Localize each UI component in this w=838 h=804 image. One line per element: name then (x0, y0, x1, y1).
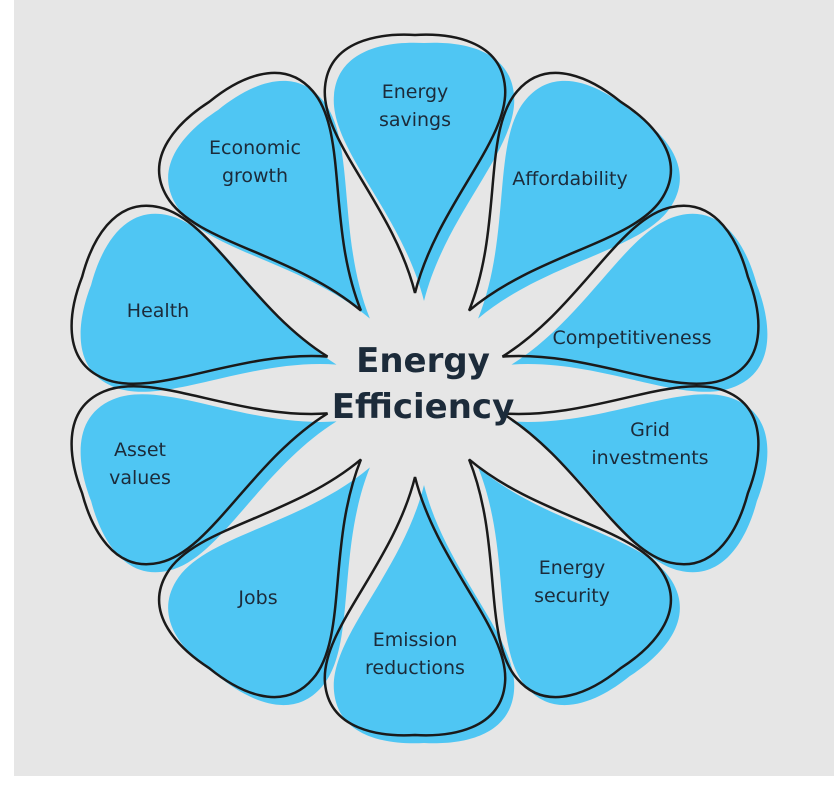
petal-fill (478, 467, 680, 705)
petal-label: Affordability (512, 168, 627, 190)
labels: Energy savings Affordability Competitivenes… (109, 81, 711, 679)
petal-label-line: investments (591, 447, 708, 469)
petal-label-line: Jobs (237, 587, 277, 609)
petal-fill (333, 485, 515, 744)
petal-label-line: growth (222, 165, 288, 187)
petal-label-line: Grid (630, 419, 670, 441)
petal-label-line: Economic (209, 137, 301, 159)
petal-fill (511, 213, 768, 392)
petal-label-line: Energy (539, 557, 606, 579)
petal-label: Energy savings (379, 81, 451, 131)
petal-label-line: Energy (382, 81, 449, 103)
center-label-line: Energy (356, 341, 490, 381)
petal-label: Energy security (534, 557, 610, 607)
petal-outline (323, 476, 507, 737)
petal-label-line: security (534, 585, 610, 607)
petal-label-line: reductions (365, 657, 465, 679)
petal-fill (168, 81, 370, 319)
petal-label: Health (127, 300, 189, 322)
petal-label: Emission reductions (365, 629, 465, 679)
petal-label: Jobs (237, 587, 277, 609)
petal-label-line: savings (379, 109, 451, 131)
petal-label-line: Asset (114, 439, 166, 461)
petal-fill (333, 42, 515, 301)
petal-fill (80, 394, 337, 573)
petal-outline (501, 204, 760, 386)
petal-fill (80, 213, 337, 392)
petal-label-line: Emission (373, 629, 458, 651)
petal-outline (70, 384, 329, 566)
petal-label: Competitiveness (552, 327, 711, 349)
petal-outline (323, 33, 507, 294)
petal-outline (501, 384, 760, 566)
petal-label-line: Competitiveness (552, 327, 711, 349)
petals (70, 33, 768, 744)
center-label: Energy Efficiency (332, 341, 515, 427)
petal-label: Grid investments (591, 419, 708, 469)
petal-label-line: Health (127, 300, 189, 322)
petal-label: Economic growth (209, 137, 301, 187)
petal-label: Asset values (109, 439, 171, 489)
petal-outline (157, 71, 363, 312)
petal-fill (478, 81, 680, 319)
petal-label-line: values (109, 467, 171, 489)
petal-outline (467, 71, 673, 312)
petal-outline (157, 458, 363, 699)
petal-fill (511, 394, 768, 573)
petal-fill (168, 467, 370, 705)
petal-outline (70, 204, 329, 386)
petal-outline (467, 458, 673, 699)
center-label-line: Efficiency (332, 387, 515, 427)
petal-label-line: Affordability (512, 168, 627, 190)
